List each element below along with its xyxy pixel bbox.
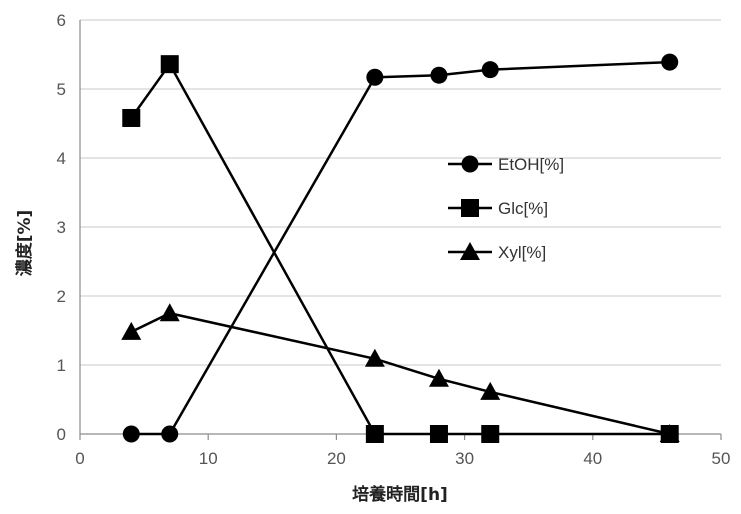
data-point-circle — [161, 425, 179, 443]
legend-marker-triangle — [460, 242, 480, 260]
y-tick-label: 0 — [57, 425, 66, 444]
x-tick-label: 30 — [455, 449, 474, 468]
data-point-circle — [122, 425, 140, 443]
series-layer — [121, 53, 680, 443]
data-point-circle — [366, 68, 384, 86]
data-point-square — [365, 425, 384, 443]
y-tick-label: 5 — [57, 80, 66, 99]
y-tick-label: 1 — [57, 356, 66, 375]
data-point-triangle — [159, 303, 180, 322]
y-axis-title: 濃度[%] — [14, 210, 35, 277]
data-point-square — [481, 425, 500, 443]
series-line-circle — [131, 60, 670, 436]
legend-entry-square: Glc[%] — [448, 199, 548, 218]
axes — [79, 20, 722, 440]
tick-labels: 0 1 2 3 4 5 6 0 10 20 30 40 50 — [57, 11, 731, 468]
x-tick-label: 20 — [327, 449, 346, 468]
x-axis-title: 培養時間[h] — [352, 484, 448, 505]
data-point-circle — [430, 66, 448, 84]
data-point-triangle — [364, 348, 385, 367]
data-point-circle — [481, 61, 499, 79]
legend-marker-circle — [461, 155, 479, 173]
legend: EtOH[%] Glc[%] Xyl[%] — [448, 155, 564, 262]
x-tick-label: 0 — [75, 449, 84, 468]
legend-label: EtOH[%] — [498, 155, 564, 174]
data-point-circle — [661, 53, 679, 71]
data-point-square — [160, 55, 179, 74]
x-tick-label: 40 — [583, 449, 602, 468]
x-tick-label: 10 — [199, 449, 218, 468]
legend-entry-circle: EtOH[%] — [448, 155, 564, 174]
legend-entry-triangle: Xyl[%] — [448, 242, 546, 262]
series-line-square — [130, 61, 670, 436]
data-point-triangle — [480, 381, 501, 400]
legend-label: Xyl[%] — [498, 243, 546, 262]
legend-label: Glc[%] — [498, 199, 548, 218]
y-tick-label: 2 — [57, 287, 66, 306]
series-line-triangle — [130, 311, 671, 436]
data-point-triangle — [659, 424, 680, 442]
y-tick-label: 3 — [57, 218, 66, 237]
data-point-triangle — [428, 368, 449, 387]
y-tick-label: 6 — [57, 11, 66, 30]
data-point-square — [122, 108, 141, 127]
gridlines — [80, 19, 721, 366]
x-tick-label: 50 — [712, 449, 731, 468]
y-tick-label: 4 — [57, 149, 66, 168]
data-point-triangle — [121, 321, 142, 340]
data-point-square — [429, 425, 448, 443]
legend-marker-square — [461, 199, 479, 217]
